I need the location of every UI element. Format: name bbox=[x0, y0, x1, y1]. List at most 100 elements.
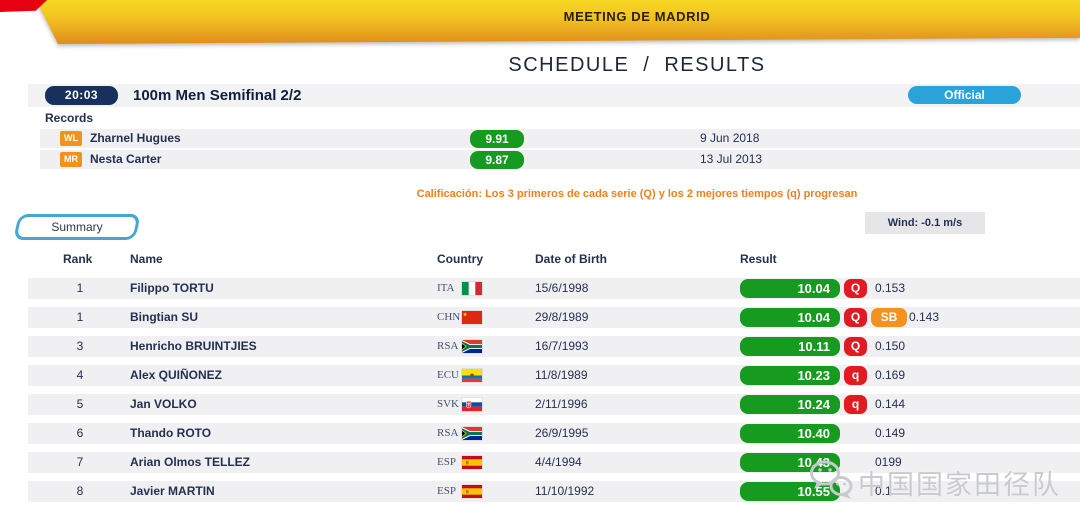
country-code: ECU bbox=[437, 369, 459, 381]
rank-cell: 4 bbox=[76, 368, 84, 382]
flag-chn-icon bbox=[462, 311, 482, 324]
record-holder-name: Nesta Carter bbox=[90, 152, 162, 166]
table-row: 1 Bingtian SU CHN 29/8/1989 10.04 Q SB 0.143 bbox=[28, 307, 1080, 328]
result-badge: 10.40 bbox=[740, 424, 840, 443]
red-accent-stripe bbox=[0, 0, 47, 12]
record-date: 13 Jul 2013 bbox=[700, 152, 763, 166]
table-row: 1 Filippo TORTU ITA 15/6/1998 10.04 Q 0.153 bbox=[28, 278, 1080, 299]
country-code: ITA bbox=[437, 282, 455, 294]
flag-rsa-icon bbox=[462, 427, 482, 440]
date-of-birth: 15/6/1998 bbox=[535, 281, 589, 295]
result-badge: 10.04 bbox=[740, 308, 840, 327]
flag-esp-icon bbox=[462, 485, 482, 498]
event-time-badge: 20:03 bbox=[45, 86, 118, 105]
rank-cell: 1 bbox=[76, 310, 84, 324]
column-header-name: Name bbox=[130, 252, 163, 266]
country-code: ESP bbox=[437, 456, 456, 468]
wind-reading: Wind: -0.1 m/s bbox=[865, 212, 985, 234]
rank-cell: 6 bbox=[76, 426, 84, 440]
rank-cell: 1 bbox=[76, 281, 84, 295]
record-row: WL Zharnel Hugues 9.91 9 Jun 2018 bbox=[40, 129, 1080, 148]
banner-gradient: MEETING DE MADRID bbox=[36, 0, 1080, 44]
athlete-name: Bingtian SU bbox=[130, 310, 198, 324]
date-of-birth: 29/8/1989 bbox=[535, 310, 589, 324]
season-best-badge: SB bbox=[871, 308, 907, 327]
country-code: RSA bbox=[437, 340, 459, 352]
athlete-name: Jan VOLKO bbox=[130, 397, 197, 411]
records-label: Records bbox=[45, 111, 94, 125]
record-tag-badge: MR bbox=[60, 152, 82, 167]
official-status-badge[interactable]: Official bbox=[908, 86, 1021, 104]
qualified-badge: Q bbox=[844, 337, 867, 356]
breadcrumb: SCHEDULE / RESULTS bbox=[194, 54, 1080, 77]
tab-summary-label: Summary bbox=[51, 220, 103, 234]
qualified-badge: q bbox=[844, 366, 867, 385]
rank-cell: 7 bbox=[76, 455, 84, 469]
tab-summary[interactable]: Summary bbox=[13, 214, 141, 240]
record-mark-badge: 9.91 bbox=[470, 130, 524, 148]
athlete-name: Thando ROTO bbox=[130, 426, 212, 440]
reaction-time: 0.169 bbox=[875, 368, 906, 382]
flag-svk-icon bbox=[462, 398, 482, 411]
schedule-link[interactable]: SCHEDULE bbox=[508, 54, 630, 76]
reaction-time: 0.1 bbox=[875, 484, 892, 498]
flag-rsa-icon bbox=[462, 340, 482, 353]
reaction-time: 0199 bbox=[875, 455, 902, 469]
reaction-time: 0.149 bbox=[875, 426, 906, 440]
date-of-birth: 2/11/1996 bbox=[535, 397, 588, 411]
meeting-title: MEETING DE MADRID bbox=[563, 9, 711, 24]
qualification-note: Calificación: Los 3 primeros de cada ser… bbox=[416, 188, 858, 200]
flag-esp-icon bbox=[462, 456, 482, 469]
athlete-name: Henricho BRUINTJIES bbox=[130, 339, 257, 353]
date-of-birth: 4/4/1994 bbox=[535, 455, 582, 469]
record-row: MR Nesta Carter 9.87 13 Jul 2013 bbox=[40, 150, 1080, 169]
table-row: 3 Henricho BRUINTJIES RSA 16/7/1993 10.11 Q 0.… bbox=[28, 336, 1080, 357]
column-header-rank: Rank bbox=[63, 252, 93, 266]
country-code: RSA bbox=[437, 427, 459, 439]
record-tag-badge: WL bbox=[60, 131, 82, 146]
athlete-name: Alex QUIÑONEZ bbox=[130, 368, 223, 382]
rank-cell: 3 bbox=[76, 339, 84, 353]
flag-ecu-icon bbox=[462, 369, 482, 382]
breadcrumb-separator: / bbox=[643, 54, 651, 76]
table-row: 5 Jan VOLKO SVK 2/11/1996 10.24 q 0.144 bbox=[28, 394, 1080, 415]
result-badge: 10.04 bbox=[740, 279, 840, 298]
result-badge: 10.55 bbox=[740, 482, 840, 501]
reaction-time: 0.144 bbox=[875, 397, 906, 411]
qualified-badge: q bbox=[844, 395, 867, 414]
table-row: 6 Thando ROTO RSA 26/9/1995 10.40 0.149 bbox=[28, 423, 1080, 444]
result-badge: 10.23 bbox=[740, 366, 840, 385]
results-link[interactable]: RESULTS bbox=[664, 54, 766, 76]
result-badge: 10.43 bbox=[740, 453, 840, 472]
event-title: 100m Men Semifinal 2/2 bbox=[133, 87, 302, 104]
date-of-birth: 11/10/1992 bbox=[535, 484, 595, 498]
reaction-time: 0.143 bbox=[909, 310, 940, 324]
date-of-birth: 11/8/1989 bbox=[535, 368, 588, 382]
record-holder-name: Zharnel Hugues bbox=[90, 131, 181, 145]
reaction-time: 0.153 bbox=[875, 281, 906, 295]
rank-cell: 5 bbox=[76, 397, 84, 411]
athlete-name: Javier MARTIN bbox=[130, 484, 215, 498]
date-of-birth: 16/7/1993 bbox=[535, 339, 589, 353]
table-row: 4 Alex QUIÑONEZ ECU 11/8/1989 10.23 q 0.169 bbox=[28, 365, 1080, 386]
flag-ita-icon bbox=[462, 282, 482, 295]
column-header-country: Country bbox=[437, 252, 483, 266]
qualified-badge: Q bbox=[844, 279, 867, 298]
country-code: CHN bbox=[437, 311, 461, 323]
athlete-name: Arian Olmos TELLEZ bbox=[130, 455, 251, 469]
athlete-name: Filippo TORTU bbox=[130, 281, 214, 295]
result-badge: 10.24 bbox=[740, 395, 840, 414]
column-header-result: Result bbox=[740, 252, 777, 266]
table-row: 8 Javier MARTIN ESP 11/10/1992 10.55 0.1 bbox=[28, 481, 1080, 502]
result-badge: 10.11 bbox=[740, 337, 840, 356]
table-row: 7 Arian Olmos TELLEZ ESP 4/4/1994 10.43 0199 bbox=[28, 452, 1080, 473]
record-mark-badge: 9.87 bbox=[470, 151, 524, 169]
country-code: SVK bbox=[437, 398, 460, 410]
record-date: 9 Jun 2018 bbox=[700, 131, 760, 145]
top-banner: MEETING DE MADRID bbox=[0, 0, 1080, 48]
date-of-birth: 26/9/1995 bbox=[535, 426, 589, 440]
event-header-band bbox=[28, 84, 1080, 107]
reaction-time: 0.150 bbox=[875, 339, 906, 353]
rank-cell: 8 bbox=[76, 484, 84, 498]
